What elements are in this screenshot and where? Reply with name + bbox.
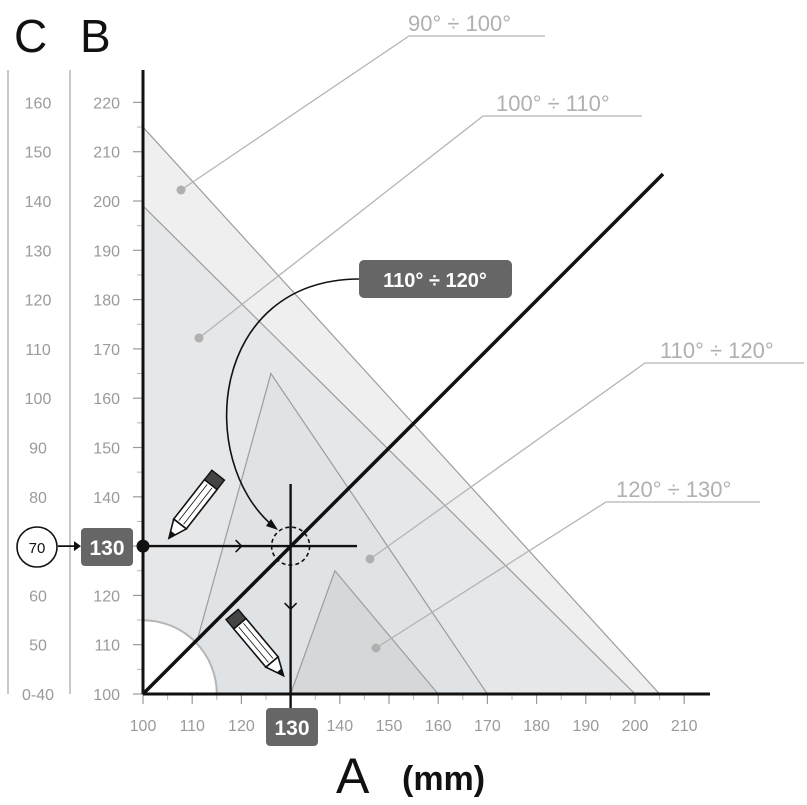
marks-layer [58,70,710,708]
pencil-icon [225,608,285,678]
range-label-120-130: 120° ÷ 130° [616,477,731,502]
axis-letter-c: C [14,10,47,62]
curved-arrow [225,278,360,527]
start-dot [136,539,150,553]
axis-unit-a: (mm) [402,760,485,798]
value-boxes: 110° ÷ 120° 130 130 70 [16,260,512,746]
c-tick-label: 140 [25,194,52,211]
pencil-eraser [203,469,226,491]
pencil-icon [167,469,226,540]
regions-layer [142,125,661,695]
pencil-stripe [243,623,274,659]
b-tick-label: 120 [93,588,120,605]
c-tick-label: 0-40 [22,687,54,704]
c-tick-label: 120 [25,293,52,310]
a-tick-label: 120 [228,718,255,735]
range-label-100-110: 100° ÷ 110° [496,91,610,116]
highlight-box-label: 110° ÷ 120° [383,270,487,292]
highlight-box [359,260,512,298]
a-tick-label: 190 [572,718,599,735]
pencil-stripe [183,487,213,525]
c-tick-label: 80 [29,490,47,507]
b-value-box [81,528,133,566]
pencil-stripe [238,626,269,663]
b-tick-label: 180 [93,293,120,310]
pencil-lead [168,530,176,539]
axis-letter-a: A [336,748,370,804]
leader-line [180,35,545,191]
a-tick-label: 140 [326,718,353,735]
b-tick-label: 140 [93,490,120,507]
b-value-label: 130 [89,537,124,560]
curved-arrow-head [266,519,278,530]
intersection-circle [270,526,311,566]
a-tick-label: 180 [523,718,550,735]
leader-dot [371,643,381,653]
arrow-down-icon [284,602,298,611]
c-tick-label: 50 [29,638,47,655]
b-tick-label: 160 [93,391,120,408]
b-tick-label: 190 [93,243,120,260]
c-value-circle [16,526,58,568]
leader-line [369,362,804,560]
c-tick-label: 90 [29,441,47,458]
a-tick-label: 100 [130,718,157,735]
c-tick-label: 110 [25,342,51,359]
leaders-layer [176,35,804,653]
labels-layer: C B A (mm) 90° ÷ 100° 100° ÷ 110° 110° ÷… [14,10,774,804]
pencil-stripe [178,484,208,521]
c-tick-label: 60 [29,588,47,605]
a-tick-label: 150 [376,718,403,735]
c-to-b-arrow-head [74,541,81,552]
a-tick-label: 170 [474,718,501,735]
axis-letter-b: B [80,10,111,62]
a-value-label: 130 [274,717,309,740]
c-tick-label: 150 [25,145,52,162]
leader-line [198,115,642,339]
leader-line [375,501,760,649]
pencil-eraser [225,608,247,630]
range-label-110-120: 110° ÷ 120° [660,338,774,363]
b-tick-label: 110 [94,638,120,655]
c-tick-label: 100 [25,391,52,408]
leader-dot [176,185,186,195]
range-label-90-100: 90° ÷ 100° [408,11,511,36]
a-tick-label: 210 [671,718,698,735]
b-tick-label: 170 [93,342,120,359]
leader-dot [365,554,375,564]
b-tick-label: 200 [93,194,120,211]
c-tick-label: 160 [25,95,52,112]
c-value-label: 70 [29,540,46,557]
a-tick-label: 200 [622,718,649,735]
a-tick-label: 110 [179,718,205,735]
b-tick-label: 100 [93,687,120,704]
diagonal-line [141,172,665,696]
c-tick-label: 130 [25,243,52,260]
leader-dot [194,333,204,343]
b-tick-label: 150 [93,441,120,458]
scales-layer: 100 110 120 140 150 160 170 180 190 200 210 220 0-40… [7,70,698,735]
b-tick-label: 220 [93,95,120,112]
b-tick-label: 210 [93,145,120,162]
pencil-lead [276,668,284,676]
arrow-right-icon [235,539,243,553]
a-tick-label: 160 [425,718,452,735]
a-value-box [266,708,318,746]
